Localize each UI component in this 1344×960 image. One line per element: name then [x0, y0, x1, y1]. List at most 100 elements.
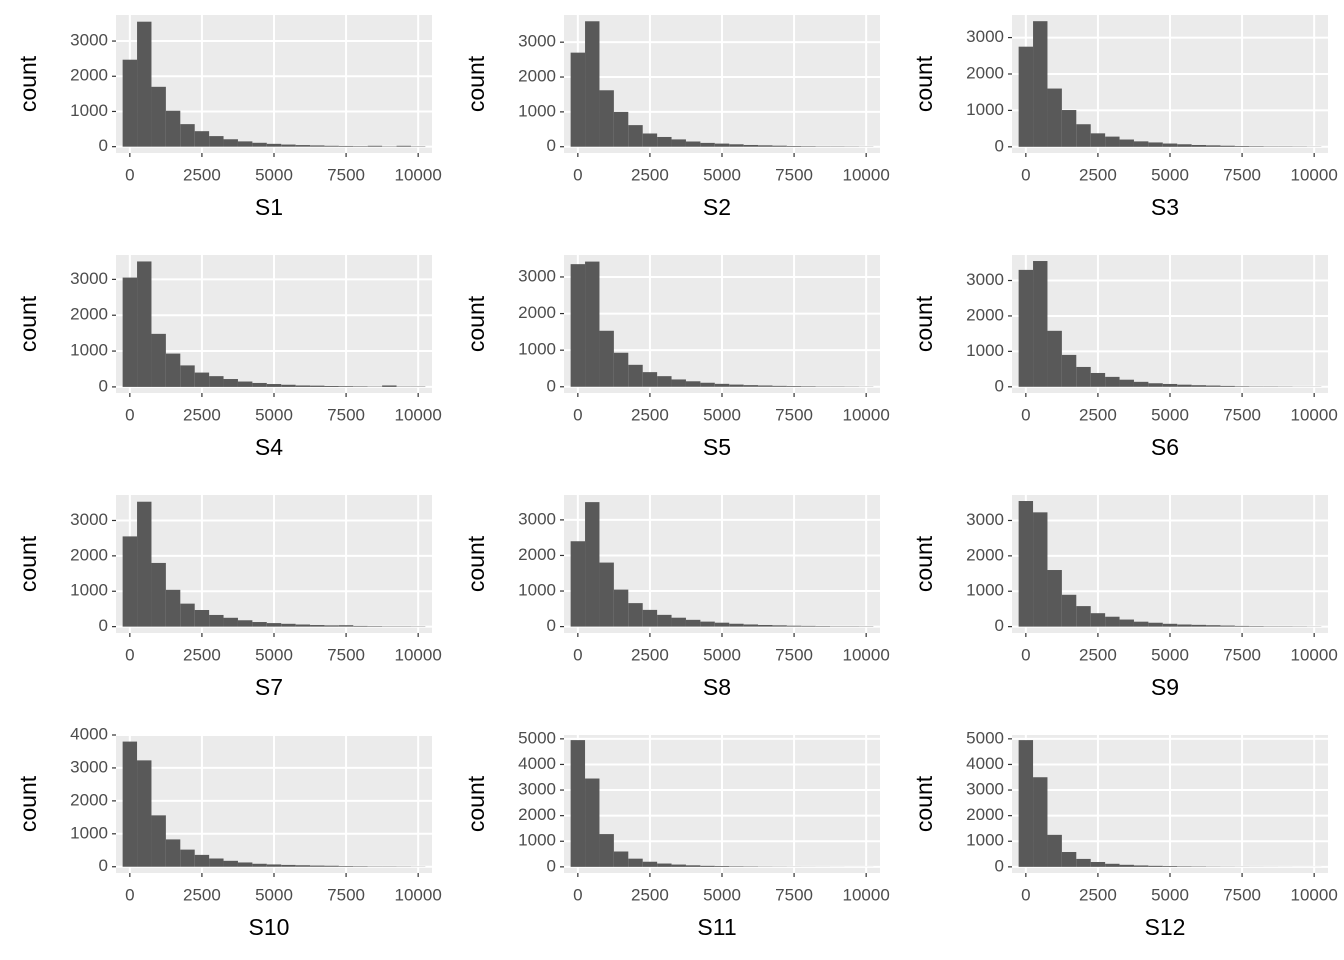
histogram-bar — [266, 384, 282, 387]
histogram-bar — [1033, 261, 1048, 387]
x-tick-label: 7500 — [775, 645, 813, 664]
histogram-bar — [151, 86, 166, 147]
histogram-bar — [1090, 372, 1106, 387]
histogram-bar — [801, 146, 816, 147]
histogram-bar — [324, 145, 339, 147]
histogram-bar — [1105, 376, 1120, 387]
x-axis-title: S11 — [697, 914, 736, 940]
x-axis-title: S8 — [703, 674, 731, 700]
x-tick-label: 5000 — [255, 405, 293, 424]
histogram-bar — [585, 502, 600, 627]
x-tick-label: 0 — [1021, 885, 1030, 904]
y-axis-title: count — [15, 535, 41, 592]
x-tick-label: 2500 — [183, 885, 221, 904]
y-tick-label: 1000 — [518, 101, 556, 120]
histogram-bar — [122, 277, 138, 387]
y-axis-title: count — [463, 295, 489, 352]
histogram-bar — [165, 110, 181, 147]
histogram-bar — [1061, 110, 1077, 147]
histogram-bar — [252, 863, 267, 867]
y-tick-label: 0 — [547, 376, 556, 395]
histogram-bar — [353, 146, 368, 147]
y-tick-label: 5000 — [966, 728, 1004, 747]
y-tick-label: 3000 — [518, 780, 556, 799]
y-tick-label: 1000 — [966, 831, 1004, 850]
histogram-bar — [223, 860, 238, 867]
histogram-bar — [137, 21, 152, 147]
histogram-bar — [642, 861, 658, 867]
histogram-bar — [1133, 381, 1149, 387]
histogram-bar — [801, 625, 816, 627]
histogram-bar — [1148, 622, 1163, 627]
histogram-bar — [1047, 570, 1062, 627]
x-tick-label: 5000 — [255, 645, 293, 664]
histogram-bar — [223, 379, 238, 387]
y-tick-label: 2000 — [966, 63, 1004, 82]
histogram-bar — [353, 625, 368, 627]
histogram-bar — [151, 815, 166, 867]
histogram-bar — [1162, 623, 1178, 627]
x-tick-label: 2500 — [631, 405, 669, 424]
x-tick-label: 2500 — [1079, 165, 1117, 184]
histogram-bar — [1206, 145, 1221, 147]
x-tick-label: 0 — [125, 165, 134, 184]
y-tick-label: 2000 — [70, 545, 108, 564]
x-tick-label: 0 — [573, 165, 582, 184]
histogram-bar — [310, 385, 325, 387]
x-tick-label: 10000 — [395, 645, 442, 664]
y-axis-title: count — [911, 295, 937, 352]
histogram-bar — [599, 330, 614, 387]
x-tick-label: 10000 — [843, 885, 890, 904]
histogram-bar — [338, 386, 354, 387]
histogram-bar — [1191, 624, 1207, 627]
y-tick-label: 3000 — [518, 32, 556, 51]
histogram-bar — [786, 146, 802, 147]
histogram-bar — [223, 139, 238, 147]
x-tick-label: 5000 — [703, 885, 741, 904]
histogram-bar — [1206, 385, 1221, 387]
y-tick-label: 1000 — [70, 581, 108, 600]
y-tick-label: 0 — [547, 856, 556, 875]
histogram-bar — [122, 59, 138, 147]
x-tick-label: 7500 — [1223, 645, 1261, 664]
x-tick-label: 10000 — [395, 165, 442, 184]
y-tick-label: 4000 — [966, 754, 1004, 773]
histogram-bar — [295, 145, 311, 147]
histogram-bar — [324, 386, 339, 387]
histogram-bar — [1148, 865, 1163, 867]
y-tick-label: 3000 — [966, 270, 1004, 289]
x-tick-label: 7500 — [327, 405, 365, 424]
y-axis-title: count — [463, 775, 489, 832]
y-tick-label: 3000 — [518, 266, 556, 285]
histogram-bar — [772, 145, 787, 147]
y-axis-title: count — [911, 55, 937, 112]
histogram-bar — [295, 624, 311, 627]
y-tick-label: 0 — [547, 616, 556, 635]
histogram-bar — [772, 385, 787, 387]
y-tick-label: 0 — [547, 136, 556, 155]
y-tick-label: 1000 — [518, 340, 556, 359]
histogram-bar — [700, 142, 715, 147]
histogram-bar — [1177, 866, 1192, 867]
y-tick-label: 2000 — [518, 303, 556, 322]
histogram-bar — [758, 624, 773, 627]
y-tick-label: 1000 — [518, 831, 556, 850]
histogram-bar — [570, 740, 586, 867]
y-tick-label: 3000 — [518, 509, 556, 528]
histogram-bar — [1033, 512, 1048, 627]
y-axis-title: count — [463, 535, 489, 592]
histogram-bar — [194, 372, 210, 387]
histogram-bar — [324, 865, 339, 867]
histogram-bar — [1234, 386, 1250, 387]
histogram-bar — [1090, 861, 1106, 867]
histogram-bar — [266, 143, 282, 147]
x-axis-title: S5 — [703, 434, 731, 460]
x-tick-label: 2500 — [1079, 885, 1117, 904]
x-tick-label: 0 — [573, 405, 582, 424]
histogram-bar — [252, 382, 267, 387]
histogram-bar — [165, 839, 181, 867]
histogram-bar — [1162, 383, 1178, 387]
x-tick-label: 5000 — [1151, 405, 1189, 424]
histogram-bar — [1162, 143, 1178, 147]
